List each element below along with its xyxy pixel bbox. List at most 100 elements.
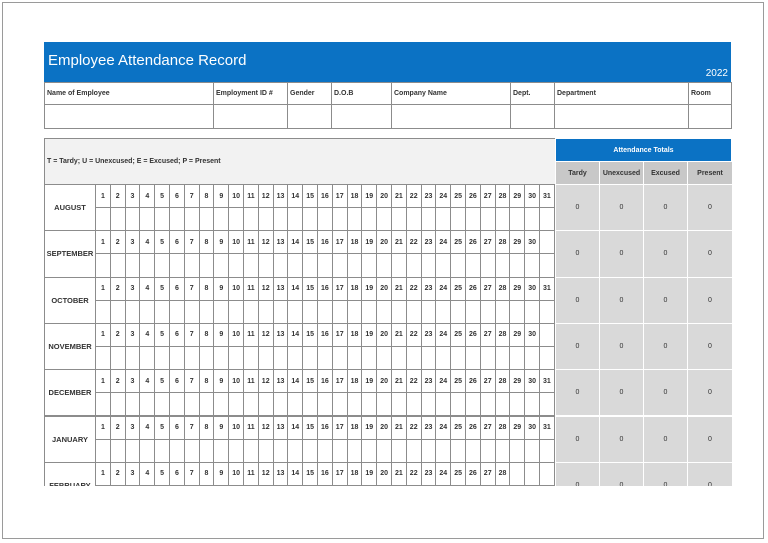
day-number: 3 — [124, 276, 141, 301]
day-number: 4 — [139, 276, 156, 301]
day-entry — [169, 207, 185, 232]
day-number: 28 — [494, 230, 511, 255]
day-entry — [376, 484, 392, 486]
day-entry — [524, 346, 540, 371]
day-entry — [346, 392, 363, 417]
day-entry — [243, 299, 259, 324]
day-entry — [391, 346, 407, 371]
header-input — [688, 104, 732, 129]
day-number: 10 — [228, 322, 244, 348]
day-entry — [509, 438, 526, 463]
day-number: 7 — [183, 230, 200, 255]
day-entry — [435, 207, 452, 232]
day-entry — [435, 299, 452, 324]
year: 2022 — [705, 68, 728, 79]
total-value: 0 — [687, 322, 732, 371]
day-number: 13 — [272, 369, 289, 394]
total-value: 0 — [555, 276, 600, 324]
day-number: 16 — [317, 322, 333, 348]
day-entry — [331, 438, 348, 463]
day-number: 12 — [257, 461, 274, 486]
day-number: 9 — [213, 415, 230, 440]
day-entry — [420, 346, 437, 371]
day-entry — [302, 299, 318, 324]
day-number: 8 — [198, 322, 215, 348]
day-number: 10 — [228, 276, 244, 301]
day-entry — [95, 438, 111, 463]
day-entry — [346, 299, 363, 324]
day-entry — [213, 392, 230, 417]
day-number: 23 — [420, 322, 437, 348]
total-value: 0 — [599, 369, 644, 417]
totals-title: Attendance Totals — [555, 138, 732, 162]
day-number: 14 — [287, 461, 304, 486]
day-number: 4 — [139, 184, 156, 209]
day-entry — [302, 392, 318, 417]
day-number: 7 — [183, 369, 200, 394]
day-number: 17 — [331, 184, 348, 209]
month-name: JANUARY — [44, 415, 96, 463]
day-number: 12 — [257, 369, 274, 394]
day-entry — [109, 253, 126, 278]
day-entry — [272, 484, 289, 486]
day-number: 8 — [198, 230, 215, 255]
day-entry — [287, 253, 304, 278]
day-entry — [109, 392, 126, 417]
day-number: 2 — [109, 184, 126, 209]
day-number: 26 — [465, 322, 481, 348]
day-entry — [139, 253, 156, 278]
day-entry — [139, 392, 156, 417]
day-entry — [405, 299, 422, 324]
day-number: 20 — [376, 369, 392, 394]
day-number: 8 — [198, 369, 215, 394]
day-entry — [154, 438, 170, 463]
total-value: 0 — [643, 369, 688, 417]
day-entry — [465, 438, 481, 463]
day-number: 11 — [243, 415, 259, 440]
day-number: 30 — [524, 230, 540, 255]
day-number: 29 — [509, 369, 526, 394]
day-number: 30 — [524, 322, 540, 348]
header-label: Department — [554, 82, 689, 105]
day-entry — [317, 438, 333, 463]
day-entry — [109, 438, 126, 463]
total-value: 0 — [555, 415, 600, 463]
day-number: 16 — [317, 184, 333, 209]
day-entry — [361, 253, 378, 278]
day-entry — [154, 484, 170, 486]
header-label: Dept. — [510, 82, 555, 105]
day-number: 27 — [479, 322, 496, 348]
header-label: Company Name — [391, 82, 511, 105]
day-number: 22 — [405, 184, 422, 209]
day-number: 18 — [346, 415, 363, 440]
day-entry — [479, 253, 496, 278]
day-number: 25 — [450, 276, 466, 301]
day-entry — [139, 207, 156, 232]
day-entry — [405, 207, 422, 232]
day-entry — [376, 438, 392, 463]
day-entry — [435, 392, 452, 417]
day-number: 28 — [494, 322, 511, 348]
day-entry — [183, 438, 200, 463]
day-number: 1 — [95, 415, 111, 440]
day-entry — [198, 392, 215, 417]
day-entry — [169, 392, 185, 417]
legend: T = Tardy; U = Unexcused; E = Excused; P… — [44, 138, 556, 185]
totals-column: Present — [687, 161, 732, 185]
day-number: 16 — [317, 415, 333, 440]
day-entry — [95, 207, 111, 232]
day-entry — [257, 346, 274, 371]
day-entry — [509, 484, 526, 486]
day-entry — [494, 253, 511, 278]
day-number: 29 — [509, 184, 526, 209]
total-value: 0 — [555, 184, 600, 232]
total-value: 0 — [599, 461, 644, 486]
day-number: 2 — [109, 276, 126, 301]
day-number: 8 — [198, 184, 215, 209]
day-entry — [524, 299, 540, 324]
day-entry — [331, 346, 348, 371]
header-input — [287, 104, 332, 129]
day-number: 1 — [95, 276, 111, 301]
total-value: 0 — [643, 184, 688, 232]
day-number: 22 — [405, 276, 422, 301]
